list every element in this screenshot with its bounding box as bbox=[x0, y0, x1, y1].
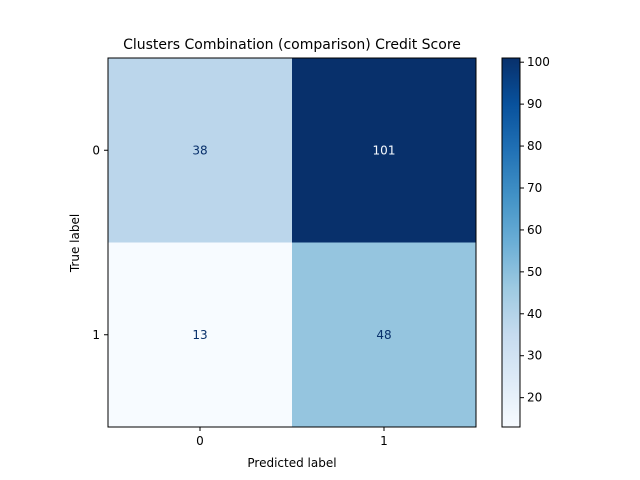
colorbar bbox=[501, 57, 521, 428]
colorbar-ticks: 20 30 40 50 60 70 80 90 100 bbox=[520, 55, 550, 405]
x-tick-label: 0 bbox=[196, 434, 204, 448]
colorbar-tick-label: 20 bbox=[527, 391, 542, 405]
heatmap-cell bbox=[108, 58, 292, 243]
cell-value-label: 101 bbox=[373, 143, 396, 157]
heatmap-cell bbox=[292, 58, 476, 243]
colorbar-tick-label: 100 bbox=[527, 55, 550, 69]
colorbar-tick-label: 90 bbox=[527, 97, 542, 111]
chart-title: Clusters Combination (comparison) Credit… bbox=[123, 37, 461, 53]
y-axis-label: True label bbox=[68, 214, 82, 273]
colorbar-tick-label: 60 bbox=[527, 223, 542, 237]
plot-frame bbox=[107, 57, 477, 428]
cell-value-label: 38 bbox=[192, 143, 207, 157]
colorbar-tick-label: 30 bbox=[527, 349, 542, 363]
x-tick-label: 1 bbox=[380, 434, 388, 448]
colorbar-tick-label: 80 bbox=[527, 139, 542, 153]
heatmap-cell bbox=[108, 242, 292, 427]
colorbar-tick-label: 50 bbox=[527, 265, 542, 279]
y-tick-label: 0 bbox=[92, 143, 100, 157]
y-axis: 01 bbox=[92, 143, 108, 342]
cell-value-label: 48 bbox=[376, 328, 391, 342]
colorbar-tick-label: 40 bbox=[527, 307, 542, 321]
y-tick-label: 1 bbox=[92, 328, 100, 342]
heatmap-cell bbox=[292, 242, 476, 427]
colorbar-tick-label: 70 bbox=[527, 181, 542, 195]
cell-value-label: 13 bbox=[192, 328, 207, 342]
heatmap-cells: 38 101 13 48 bbox=[108, 58, 476, 427]
x-axis-label: Predicted label bbox=[247, 456, 336, 470]
